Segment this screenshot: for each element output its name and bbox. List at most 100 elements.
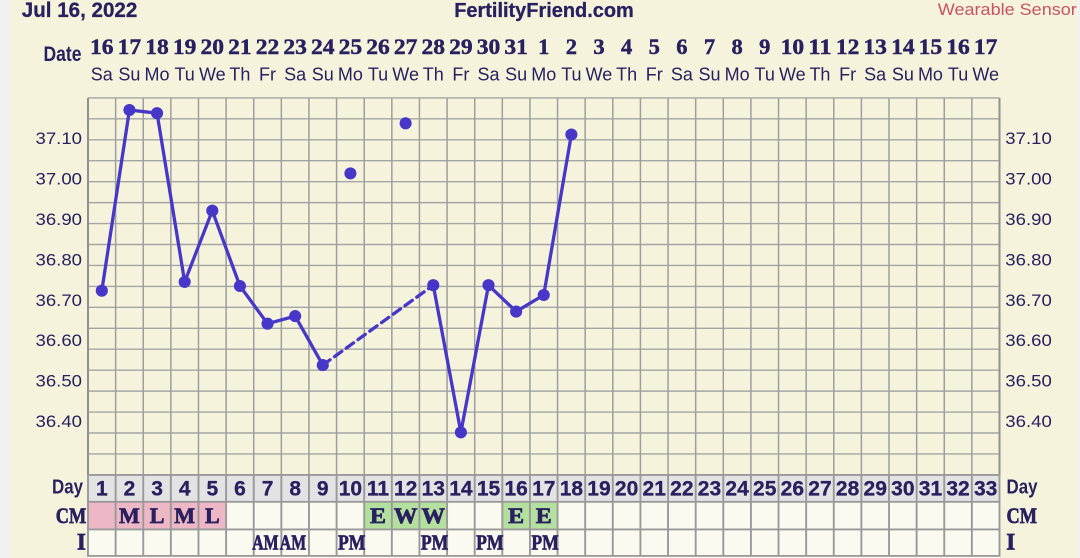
svg-text:24: 24 xyxy=(725,477,749,500)
svg-text:36.50: 36.50 xyxy=(1005,372,1052,391)
svg-text:Fr: Fr xyxy=(839,65,856,85)
svg-text:Wearable Sensor: Wearable Sensor xyxy=(938,0,1077,19)
svg-text:26: 26 xyxy=(781,477,804,500)
svg-text:15: 15 xyxy=(477,477,501,500)
svg-text:19: 19 xyxy=(173,34,197,59)
svg-text:2: 2 xyxy=(124,477,136,500)
svg-text:36.80: 36.80 xyxy=(36,250,83,269)
svg-text:Su: Su xyxy=(698,65,720,85)
svg-text:We: We xyxy=(779,65,806,85)
svg-text:Th: Th xyxy=(423,65,444,85)
svg-text:36.90: 36.90 xyxy=(1005,210,1052,229)
svg-text:29: 29 xyxy=(864,477,887,500)
svg-text:28: 28 xyxy=(836,477,860,500)
svg-text:9: 9 xyxy=(759,34,770,59)
svg-text:26: 26 xyxy=(366,34,390,59)
svg-text:36.90: 36.90 xyxy=(36,210,83,229)
svg-text:16: 16 xyxy=(946,34,970,59)
svg-text:4: 4 xyxy=(179,477,191,500)
svg-text:W: W xyxy=(422,503,446,528)
svg-text:11: 11 xyxy=(367,477,390,500)
svg-text:17: 17 xyxy=(532,477,555,500)
svg-text:Sa: Sa xyxy=(477,65,500,85)
svg-text:4: 4 xyxy=(621,34,632,59)
svg-text:17: 17 xyxy=(118,34,142,59)
svg-text:5: 5 xyxy=(206,477,218,500)
svg-text:16: 16 xyxy=(90,34,114,59)
svg-text:Mo: Mo xyxy=(918,65,943,85)
svg-text:Th: Th xyxy=(229,65,250,85)
svg-text:AM: AM xyxy=(252,531,278,555)
svg-text:E: E xyxy=(536,503,552,528)
svg-text:Sa: Sa xyxy=(671,65,694,85)
svg-text:10: 10 xyxy=(339,477,362,500)
svg-text:36.50: 36.50 xyxy=(36,372,83,391)
svg-text:33: 33 xyxy=(974,477,997,500)
svg-text:3: 3 xyxy=(151,477,163,500)
svg-text:18: 18 xyxy=(560,477,584,500)
svg-text:Fr: Fr xyxy=(259,65,276,85)
svg-text:18: 18 xyxy=(145,34,169,59)
svg-text:Mo: Mo xyxy=(725,65,750,85)
svg-text:Tu: Tu xyxy=(948,65,968,85)
svg-text:We: We xyxy=(199,65,226,85)
svg-text:M: M xyxy=(174,503,195,528)
svg-text:25: 25 xyxy=(753,477,777,500)
svg-text:Mo: Mo xyxy=(338,65,363,85)
svg-text:1: 1 xyxy=(96,477,108,500)
svg-text:32: 32 xyxy=(946,477,969,500)
svg-text:E: E xyxy=(370,503,386,528)
svg-text:Th: Th xyxy=(616,65,637,85)
svg-text:9: 9 xyxy=(317,477,329,500)
svg-text:22: 22 xyxy=(256,34,280,59)
svg-text:Su: Su xyxy=(892,65,914,85)
svg-text:17: 17 xyxy=(974,34,998,59)
svg-text:2: 2 xyxy=(566,34,577,59)
svg-text:7: 7 xyxy=(262,477,274,500)
svg-text:25: 25 xyxy=(339,34,363,59)
svg-text:Su: Su xyxy=(312,65,334,85)
svg-text:We: We xyxy=(392,65,419,85)
svg-text:I: I xyxy=(1006,530,1015,555)
svg-text:21: 21 xyxy=(228,34,252,59)
svg-text:Tu: Tu xyxy=(561,65,581,85)
svg-text:28: 28 xyxy=(422,34,446,59)
svg-text:Su: Su xyxy=(118,65,140,85)
svg-text:24: 24 xyxy=(311,34,335,59)
svg-text:13: 13 xyxy=(863,34,887,59)
svg-text:I: I xyxy=(77,530,86,555)
svg-text:Day: Day xyxy=(52,477,84,499)
svg-text:37.10: 37.10 xyxy=(1005,129,1052,148)
svg-text:8: 8 xyxy=(289,477,301,500)
svg-text:L: L xyxy=(150,503,165,528)
svg-text:36.60: 36.60 xyxy=(36,331,83,350)
svg-text:30: 30 xyxy=(477,34,501,59)
svg-text:11: 11 xyxy=(808,34,832,59)
svg-text:FertilityFriend.com: FertilityFriend.com xyxy=(454,0,634,22)
svg-text:31: 31 xyxy=(919,477,943,500)
svg-text:12: 12 xyxy=(836,34,860,59)
svg-text:37.00: 37.00 xyxy=(36,170,83,189)
svg-text:36.40: 36.40 xyxy=(1005,412,1052,431)
svg-text:CM: CM xyxy=(56,503,87,528)
svg-text:12: 12 xyxy=(394,477,417,500)
svg-text:36.70: 36.70 xyxy=(36,291,83,310)
svg-text:37.00: 37.00 xyxy=(1005,170,1052,189)
svg-text:14: 14 xyxy=(449,477,473,500)
svg-text:PM: PM xyxy=(338,531,366,555)
svg-text:Th: Th xyxy=(809,65,830,85)
svg-text:Mo: Mo xyxy=(531,65,556,85)
svg-text:23: 23 xyxy=(283,34,307,59)
svg-text:Day: Day xyxy=(1007,477,1039,499)
svg-text:13: 13 xyxy=(422,477,445,500)
svg-text:6: 6 xyxy=(234,477,246,500)
svg-text:22: 22 xyxy=(670,477,693,500)
svg-text:M: M xyxy=(119,503,140,528)
svg-text:Sa: Sa xyxy=(284,65,307,85)
svg-text:30: 30 xyxy=(891,477,914,500)
svg-text:Tu: Tu xyxy=(174,65,194,85)
svg-text:20: 20 xyxy=(615,477,638,500)
svg-text:1: 1 xyxy=(538,34,549,59)
svg-text:31: 31 xyxy=(504,34,528,59)
svg-text:E: E xyxy=(508,503,524,528)
